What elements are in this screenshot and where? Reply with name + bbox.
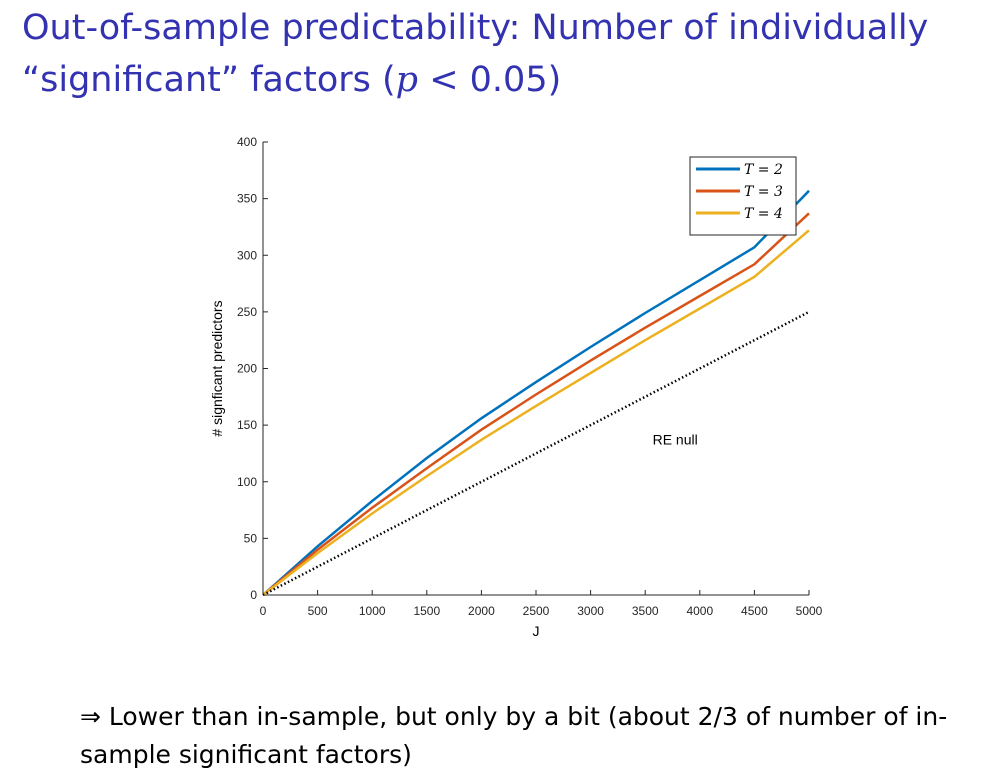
x-tick-label: 2000: [468, 604, 495, 618]
y-tick-label: 150: [237, 418, 257, 432]
x-tick-label: 3000: [577, 604, 604, 618]
x-tick-label: 1000: [359, 604, 386, 618]
series-line-t4: [262, 229, 810, 596]
x-tick-label: 500: [308, 604, 328, 618]
line-chart: 0 500 1000 1500 2000 2500 3000 3500 4000 4500 5000…: [209, 135, 823, 639]
chart-legend: T = 2 T = 3 T = 4: [689, 156, 797, 236]
slide-title: Out-of-sample predictability: Number of …: [22, 2, 972, 106]
y-axis-label: # signficant predictors: [209, 300, 225, 436]
y-tick-label: 50: [244, 531, 258, 545]
y-tick-label: 0: [250, 588, 257, 602]
y-tick-label: 400: [237, 135, 257, 149]
title-line-2-post: < 0.05): [418, 60, 562, 100]
title-line-1: Out-of-sample predictability: Number of …: [22, 8, 929, 48]
title-p-symbol: p: [395, 60, 419, 100]
re-null-annotation: RE null: [653, 431, 698, 447]
x-tick-label: 1500: [413, 604, 440, 618]
y-tick-label: 300: [237, 248, 257, 262]
y-tick-label: 200: [237, 362, 257, 376]
chart-series: [262, 189, 810, 597]
x-tick-label: 4500: [741, 604, 768, 618]
legend-label: T = 3: [744, 184, 783, 200]
y-tick-label: 350: [237, 192, 257, 206]
x-tick-label: 5000: [796, 604, 823, 618]
x-tick-label: 0: [260, 604, 267, 618]
legend-label: T = 2: [744, 162, 783, 178]
x-tick-label: 4000: [686, 604, 713, 618]
title-line-2-pre: “significant” factors (: [22, 60, 396, 100]
footer-text: ⇒ Lower than in-sample, but only by a bi…: [80, 702, 948, 769]
legend-label: T = 4: [744, 206, 783, 222]
x-axis-label: J: [533, 623, 540, 639]
series-line-t2: [262, 189, 810, 596]
chart-axes: 0 500 1000 1500 2000 2500 3000 3500 4000 4500 5000…: [237, 135, 823, 618]
re-null-line: [262, 310, 810, 597]
y-tick-label: 100: [237, 475, 257, 489]
y-tick-label: 250: [237, 305, 257, 319]
x-tick-label: 3500: [632, 604, 659, 618]
x-tick-label: 2500: [523, 604, 550, 618]
series-line-t3: [262, 212, 810, 596]
